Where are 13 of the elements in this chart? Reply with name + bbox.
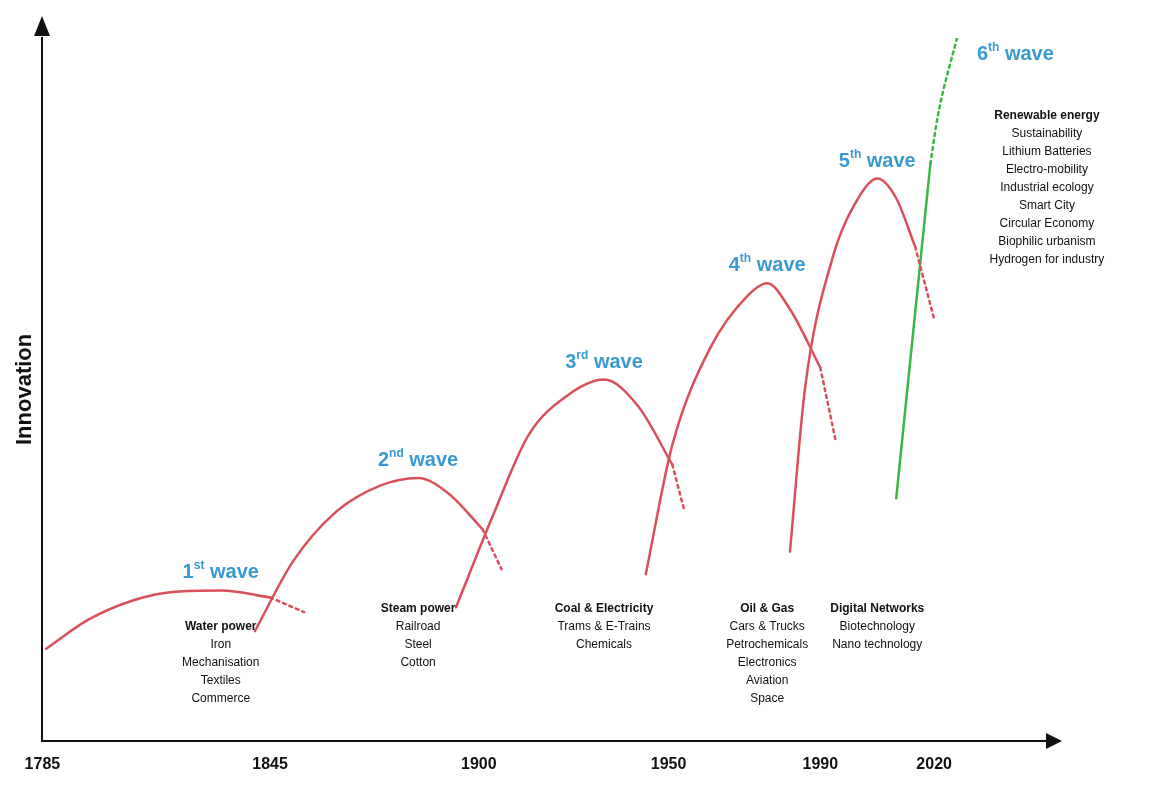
x-tick-label: 1900	[461, 754, 497, 772]
x-tick-label: 1845	[252, 754, 288, 772]
text: Renewable energy Sustainability Lithium Batteries Electro-mobility Industrial ecology Smart City Circular Economy Biophilic urbanism Hydrogen for industry	[989, 108, 1105, 267]
annotation: Oil & Gas Cars & Trucks Petrochemicals Electronics Aviation Space	[726, 601, 809, 706]
x-tick-label: 1785	[24, 754, 61, 772]
x-tick-label: 2020	[916, 754, 953, 772]
annotation: Digital Networks Biotechnology Nano technology	[830, 601, 925, 652]
y-axis-title: Innovation	[11, 333, 37, 446]
x-tick-label: 1990	[802, 754, 839, 772]
annotation: Steam power Railroad Steel Cotton	[380, 601, 456, 670]
annotation: Water power Iron Mechanisation Textiles Commerce	[182, 618, 260, 705]
annotation: Coal & Electricity Trams & E-Trains Chemicals	[554, 601, 654, 652]
x-tick-label: 1950	[650, 754, 687, 772]
